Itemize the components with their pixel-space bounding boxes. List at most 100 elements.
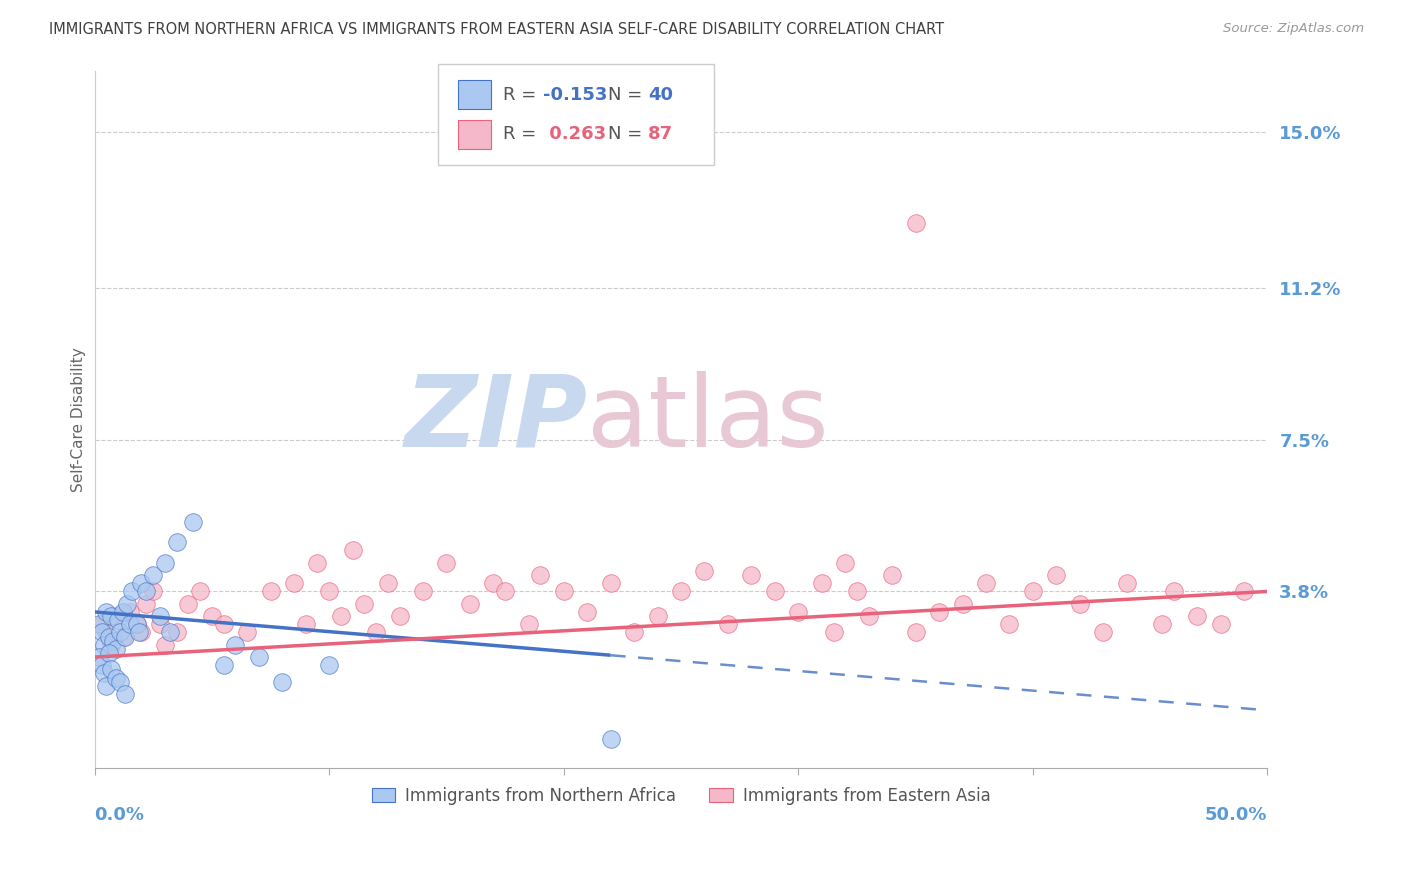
Point [928,605,950,619]
Text: R =: R = [503,126,541,144]
Point [177,597,200,611]
Text: ZIP: ZIP [404,371,588,467]
Text: 0.263: 0.263 [543,126,606,144]
Point [576,605,599,619]
Point [111,605,134,619]
Point [236,625,259,640]
Point [100,638,122,652]
Point [283,576,305,591]
Point [1022,584,1045,599]
Point [599,731,621,746]
Text: Source: ZipAtlas.com: Source: ZipAtlas.com [1223,22,1364,36]
Point [89,650,111,665]
Point [117,597,139,611]
Point [166,625,188,640]
Point [823,625,845,640]
Point [100,609,122,624]
Point [846,584,869,599]
Bar [458,80,491,109]
Point [212,658,235,673]
Point [318,658,340,673]
Point [104,671,127,685]
Text: N =: N = [609,86,648,103]
Point [125,617,148,632]
Point [787,605,810,619]
Point [482,576,505,591]
Point [247,650,270,665]
Point [647,609,669,624]
Point [103,633,125,648]
Point [553,584,575,599]
Point [96,605,118,619]
Point [97,646,120,660]
Text: IMMIGRANTS FROM NORTHERN AFRICA VS IMMIGRANTS FROM EASTERN ASIA SELF-CARE DISABI: IMMIGRANTS FROM NORTHERN AFRICA VS IMMIG… [49,22,945,37]
Point [110,674,132,689]
Point [128,625,150,640]
Point [96,679,118,693]
Point [142,568,165,582]
Point [153,556,176,570]
Point [131,625,153,640]
Point [149,609,172,624]
Point [623,625,645,640]
Point [125,617,148,632]
Point [494,584,516,599]
Point [224,638,246,652]
Point [97,630,120,644]
Text: 87: 87 [648,126,673,144]
Point [599,576,621,591]
Point [364,625,387,640]
Point [318,584,340,599]
Text: atlas: atlas [588,371,828,467]
Point [458,597,481,611]
Legend: Immigrants from Northern Africa, Immigrants from Eastern Asia: Immigrants from Northern Africa, Immigra… [366,780,997,812]
Point [104,609,127,624]
Text: N =: N = [609,126,648,144]
Point [377,576,399,591]
Point [858,609,880,624]
Point [834,556,856,570]
Point [1233,584,1256,599]
Text: 0.0%: 0.0% [94,806,145,824]
Point [110,625,132,640]
Point [1185,609,1208,624]
Point [104,641,127,656]
Point [307,556,329,570]
Point [1092,625,1115,640]
Point [271,674,294,689]
Point [107,613,129,627]
Point [153,638,176,652]
Point [121,584,143,599]
Point [114,630,136,644]
Point [166,535,188,549]
Point [1150,617,1173,632]
Point [810,576,832,591]
Point [201,609,224,624]
Point [882,568,904,582]
Point [1069,597,1091,611]
Point [149,617,172,632]
Point [96,625,118,640]
Point [1163,584,1185,599]
Point [1115,576,1137,591]
Point [142,584,165,599]
FancyBboxPatch shape [439,64,714,165]
Text: 40: 40 [648,86,673,103]
Point [114,687,136,701]
Point [388,609,411,624]
Point [159,625,181,640]
Y-axis label: Self-Care Disability: Self-Care Disability [72,347,86,491]
Text: -0.153: -0.153 [543,86,607,103]
Point [90,617,112,632]
Point [135,597,157,611]
Point [118,617,141,632]
Point [517,617,540,632]
Point [259,584,281,599]
Point [529,568,551,582]
Text: 50.0%: 50.0% [1205,806,1267,824]
Point [998,617,1021,632]
Point [90,625,112,640]
Point [717,617,740,632]
Point [329,609,352,624]
Bar [458,120,491,149]
